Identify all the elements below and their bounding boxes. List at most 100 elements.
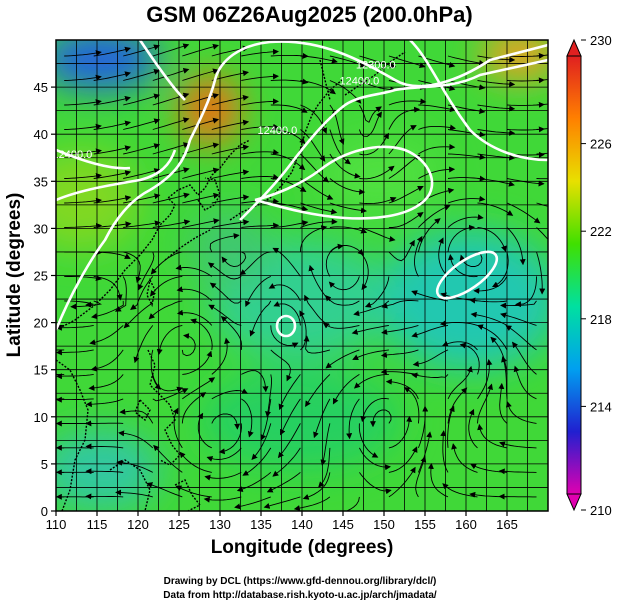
streamline bbox=[270, 153, 306, 171]
streamline bbox=[305, 374, 331, 408]
streamline bbox=[270, 104, 308, 113]
streamline bbox=[388, 106, 421, 130]
streamline bbox=[64, 50, 102, 57]
streamline bbox=[501, 356, 508, 399]
streamline bbox=[447, 214, 484, 228]
streamline bbox=[300, 55, 338, 64]
streamline bbox=[277, 423, 301, 459]
streamline bbox=[447, 254, 478, 278]
streamline bbox=[470, 311, 508, 326]
streamline bbox=[451, 443, 478, 473]
y-tick-label: 45 bbox=[34, 80, 48, 95]
streamline bbox=[241, 123, 280, 130]
streamline bbox=[64, 74, 102, 81]
streamline bbox=[388, 98, 427, 106]
streamline bbox=[116, 459, 154, 473]
colorbar-ticks: 210 214 218 222 226 230 bbox=[581, 33, 612, 518]
y-tick-label: 0 bbox=[41, 504, 48, 519]
streamline bbox=[272, 447, 301, 477]
x-tick-label: 125 bbox=[168, 517, 190, 532]
streamline bbox=[364, 276, 390, 308]
streamline bbox=[85, 398, 124, 408]
streamline bbox=[303, 335, 331, 354]
streamline bbox=[190, 318, 213, 350]
streamline bbox=[304, 294, 331, 326]
streamline bbox=[241, 98, 279, 106]
streamline bbox=[381, 324, 419, 335]
streamline bbox=[500, 312, 537, 326]
streamline bbox=[211, 144, 250, 155]
streamline bbox=[499, 441, 537, 449]
streamline bbox=[119, 408, 154, 424]
streamline bbox=[329, 178, 366, 195]
streamline bbox=[123, 44, 160, 57]
y-tick-label: 20 bbox=[34, 316, 48, 331]
streamline bbox=[352, 349, 389, 360]
streamline bbox=[411, 290, 449, 302]
streamline bbox=[477, 80, 516, 88]
streamline bbox=[123, 193, 161, 204]
streamline bbox=[388, 415, 413, 449]
streamline bbox=[270, 325, 299, 349]
streamline bbox=[270, 220, 309, 228]
streamline bbox=[209, 233, 240, 253]
streamline bbox=[118, 430, 154, 449]
streamline bbox=[182, 377, 216, 400]
streamline bbox=[414, 235, 423, 277]
streamline bbox=[477, 383, 493, 424]
streamline bbox=[93, 71, 131, 81]
streamline bbox=[329, 104, 345, 145]
streamline bbox=[156, 324, 183, 356]
streamline bbox=[353, 373, 389, 389]
streamline bbox=[300, 202, 338, 215]
contour-labels: 12300.0 12400.0 12400.0 12400.0 bbox=[53, 59, 396, 160]
streamline bbox=[359, 132, 389, 156]
streamline bbox=[477, 129, 516, 136]
streamline bbox=[477, 359, 493, 400]
streamline bbox=[153, 444, 183, 473]
streamline bbox=[249, 300, 272, 337]
streamline bbox=[490, 336, 508, 375]
streamline bbox=[403, 387, 420, 424]
streamline bbox=[447, 365, 473, 400]
y-tick-label: 30 bbox=[34, 221, 48, 236]
streamline bbox=[280, 398, 301, 436]
streamline bbox=[241, 48, 279, 57]
streamline bbox=[182, 68, 219, 81]
streamline bbox=[241, 173, 280, 180]
streamline bbox=[137, 251, 155, 291]
contour-label: 12400.0 bbox=[258, 125, 298, 137]
streamline bbox=[302, 472, 331, 500]
streamline bbox=[93, 195, 132, 204]
streamline bbox=[447, 129, 486, 138]
streamline bbox=[512, 341, 537, 375]
streamline bbox=[300, 153, 329, 183]
streamline bbox=[438, 237, 449, 277]
streamline bbox=[320, 423, 331, 466]
streamline bbox=[182, 218, 220, 228]
streamline bbox=[70, 300, 102, 310]
streamline bbox=[93, 46, 131, 57]
streamline bbox=[498, 468, 537, 475]
streamline bbox=[182, 167, 220, 179]
streamline bbox=[241, 370, 269, 393]
streamline bbox=[204, 471, 242, 481]
streamline bbox=[152, 192, 190, 204]
streamline bbox=[322, 322, 360, 329]
streamline bbox=[360, 397, 389, 423]
x-axis-label: Longitude (degrees) bbox=[211, 537, 394, 558]
x-tick-label: 135 bbox=[250, 517, 272, 532]
map-figure: 12300.0 12400.0 12400.0 12400.0 110 115 120 12… bbox=[4, 33, 612, 558]
streamline bbox=[203, 496, 242, 503]
streamline bbox=[536, 103, 548, 106]
streamline bbox=[251, 423, 272, 461]
streamline bbox=[211, 194, 250, 204]
streamline bbox=[415, 456, 427, 498]
streamline bbox=[536, 251, 546, 295]
streamline bbox=[211, 94, 249, 106]
streamline bbox=[123, 93, 161, 106]
streamline bbox=[329, 244, 364, 256]
streamline bbox=[318, 447, 331, 488]
streamline bbox=[206, 447, 242, 462]
map-title: GSM 06Z26Aug2025 (200.0hPa) bbox=[146, 2, 473, 27]
